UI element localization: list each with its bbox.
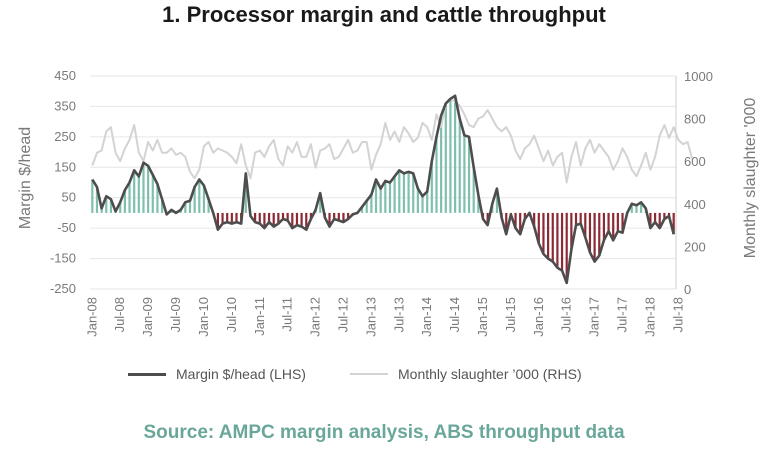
legend-swatch-slaughter xyxy=(350,373,388,375)
x-tick-label-13: Jul-14 xyxy=(447,297,462,332)
slaughter-series xyxy=(91,98,694,184)
x-tick-label-14: Jan-15 xyxy=(475,297,490,337)
x-axis-ticks: Jan-08 Jul-08 Jan-09 Jul-09 Jan-10 Jul-10 Jan-… xyxy=(84,297,685,337)
right-tick-label-0: 1000 xyxy=(684,69,713,84)
right-tick-label-5: 0 xyxy=(684,282,691,297)
left-tick-label-1: 350 xyxy=(54,98,76,113)
legend: Margin $/head (LHS) Monthly slaughter ’0… xyxy=(0,366,768,388)
x-tick-label-0: Jan-08 xyxy=(84,297,99,337)
x-tick-label-15: Jul-15 xyxy=(503,297,518,332)
legend-item-margin: Margin $/head (LHS) xyxy=(128,366,306,382)
x-tick-label-4: Jan-10 xyxy=(196,297,211,337)
left-tick-label-0: 450 xyxy=(54,68,76,83)
margin-series xyxy=(91,94,675,285)
left-axis-ticks: 450 350 250 150 50 -50 -150 -250 xyxy=(50,68,76,296)
left-tick-label-7: -250 xyxy=(50,281,76,296)
legend-item-slaughter: Monthly slaughter ’000 (RHS) xyxy=(350,366,582,382)
right-axis-ticks: 1000 800 600 400 200 0 xyxy=(684,69,713,297)
x-tick-label-18: Jan-17 xyxy=(587,297,602,337)
x-tick-label-10: Jan-13 xyxy=(363,297,378,337)
x-tick-label-11: Jul-13 xyxy=(391,297,406,332)
x-tick-label-1: Jul-08 xyxy=(112,297,127,332)
slaughter-line xyxy=(91,98,694,184)
x-tick-label-5: Jul-10 xyxy=(224,297,239,332)
left-axis-title: Margin $/head xyxy=(17,127,34,229)
x-tick-label-3: Jul-09 xyxy=(168,297,183,332)
x-tick-label-19: Jul-17 xyxy=(615,297,630,332)
x-tick-label-2: Jan-09 xyxy=(140,297,155,337)
right-tick-label-1: 800 xyxy=(684,112,706,127)
right-axis-title: Monthly slaughter '000 xyxy=(742,98,759,259)
x-tick-label-8: Jan-12 xyxy=(308,297,323,337)
x-tick-label-9: Jul-12 xyxy=(335,297,350,332)
legend-swatch-margin xyxy=(128,372,166,376)
left-tick-label-3: 150 xyxy=(54,159,76,174)
left-tick-label-2: 250 xyxy=(54,129,76,144)
x-tick-label-17: Jul-16 xyxy=(559,297,574,332)
left-tick-label-6: -150 xyxy=(50,251,76,266)
left-tick-label-5: -50 xyxy=(57,220,76,235)
x-tick-label-12: Jan-14 xyxy=(419,297,434,337)
right-tick-label-4: 200 xyxy=(684,239,706,254)
chart-title: 1. Processor margin and cattle throughpu… xyxy=(162,2,606,27)
margin-fill-bars xyxy=(91,95,675,283)
source-note: Source: AMPC margin analysis, ABS throug… xyxy=(143,422,625,443)
left-tick-label-4: 50 xyxy=(62,190,76,205)
right-tick-label-3: 400 xyxy=(684,197,706,212)
x-tick-label-16: Jan-16 xyxy=(531,297,546,337)
legend-label-slaughter: Monthly slaughter ’000 (RHS) xyxy=(398,366,582,382)
right-tick-label-2: 600 xyxy=(684,154,706,169)
chart-svg: 450 350 250 150 50 -50 -150 -250 1000 800 600 400 2… xyxy=(17,68,759,337)
x-tick-label-6: Jan-11 xyxy=(252,297,267,336)
margin-line xyxy=(91,94,675,285)
legend-label-margin: Margin $/head (LHS) xyxy=(176,366,306,382)
x-tick-label-20: Jan-18 xyxy=(642,297,657,337)
x-tick-label-21: Jul-18 xyxy=(670,297,685,332)
x-tick-label-7: Jul-11 xyxy=(280,297,295,331)
